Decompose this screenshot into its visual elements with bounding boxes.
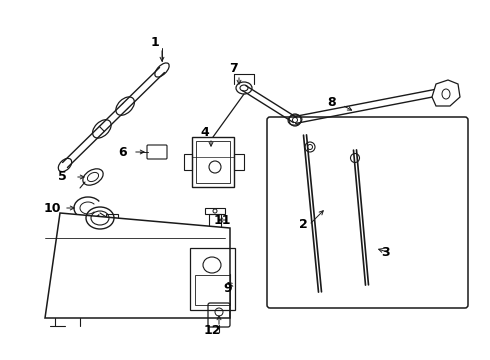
Polygon shape xyxy=(432,80,460,106)
Bar xyxy=(234,154,244,170)
Text: 7: 7 xyxy=(229,62,237,75)
Text: 11: 11 xyxy=(213,213,231,226)
Text: 1: 1 xyxy=(150,36,159,49)
Bar xyxy=(213,286,223,292)
Bar xyxy=(106,214,118,224)
Bar xyxy=(190,248,235,310)
Text: 12: 12 xyxy=(203,324,221,337)
Bar xyxy=(209,214,221,228)
Bar xyxy=(205,208,225,214)
Text: 4: 4 xyxy=(200,126,209,139)
Text: 5: 5 xyxy=(58,171,66,184)
Text: 2: 2 xyxy=(298,219,307,231)
Text: 3: 3 xyxy=(381,247,390,260)
Text: 8: 8 xyxy=(328,95,336,108)
Bar xyxy=(195,275,230,305)
Bar xyxy=(184,154,192,170)
Bar xyxy=(192,137,234,187)
Text: 10: 10 xyxy=(43,202,61,215)
Bar xyxy=(210,274,230,288)
Bar xyxy=(196,141,230,183)
Text: 9: 9 xyxy=(224,282,232,294)
Polygon shape xyxy=(45,213,230,318)
Text: 6: 6 xyxy=(119,145,127,158)
